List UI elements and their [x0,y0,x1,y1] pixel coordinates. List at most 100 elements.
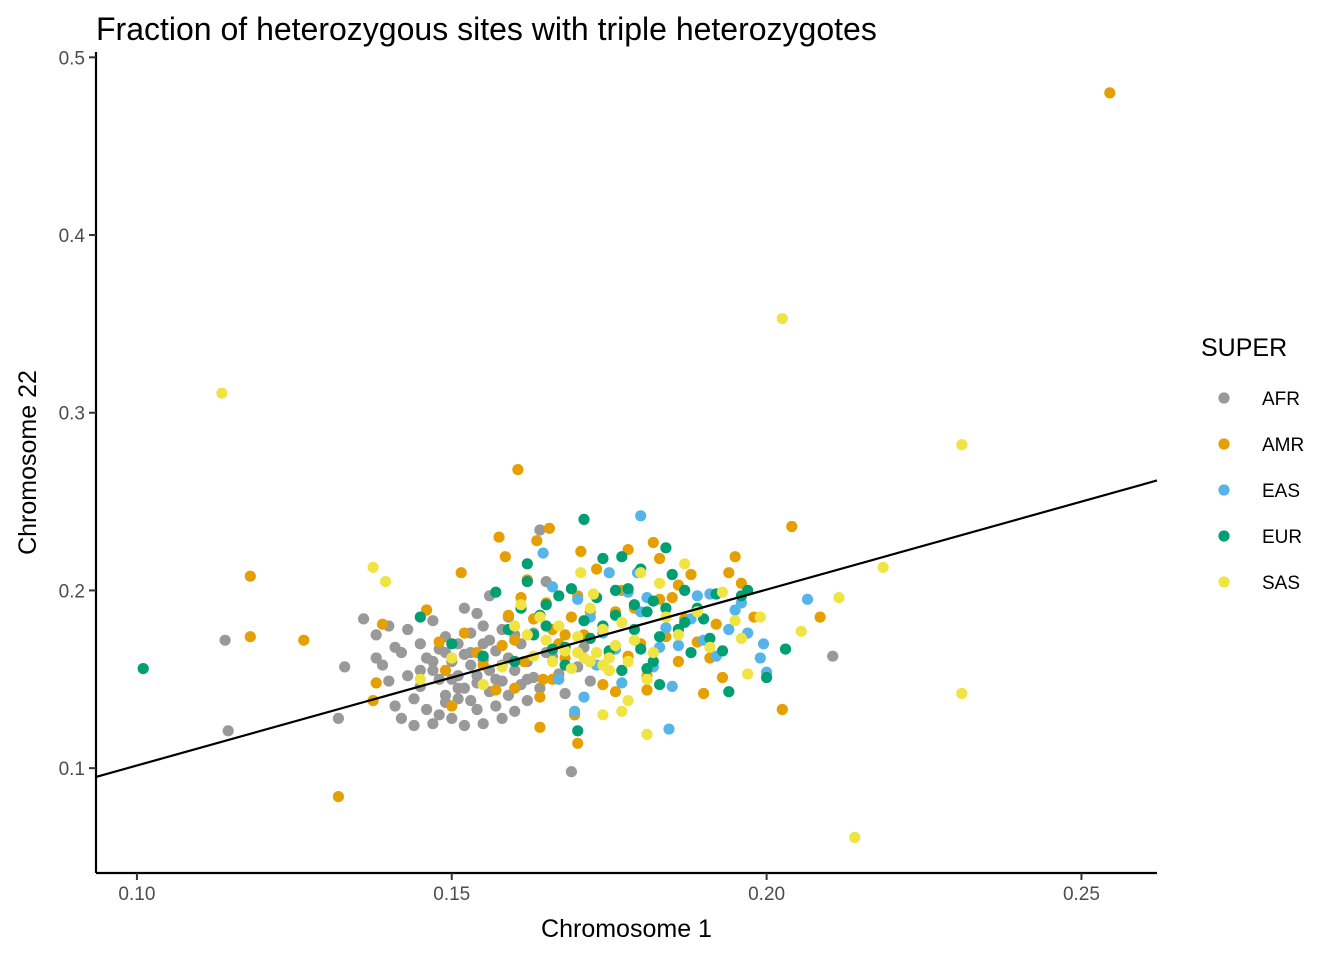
data-point [546,655,559,668]
data-point [559,687,571,700]
data-point [446,712,458,725]
data-point [641,673,653,685]
data-point [427,655,439,668]
data-point [698,687,710,700]
data-point [439,664,452,677]
data-point [521,673,533,685]
data-point [543,522,556,534]
data-point [597,709,609,721]
data-point [572,631,584,643]
data-point [597,552,609,565]
data-point [584,655,596,668]
data-point [654,577,666,589]
x-tick-label: 0.10 [118,884,155,905]
data-point [376,618,389,630]
data-point [496,639,508,652]
data-point [628,599,641,611]
data-point [956,687,968,700]
data-point [616,677,628,689]
data-point [666,568,678,581]
data-point [458,719,470,732]
data-point [367,561,379,573]
data-point [616,551,628,563]
data-point [427,615,439,627]
legend-title: SUPER [1201,334,1287,362]
x-axis-title: Chromosome 1 [541,915,712,943]
series-sas [216,313,968,844]
data-point [471,703,483,716]
data-point [691,590,703,602]
data-point [723,686,735,698]
data-point [427,718,439,730]
y-tick-label: 0.3 [59,404,85,425]
data-point [654,631,666,643]
data-point [849,831,861,844]
data-point [572,725,584,737]
data-point [483,634,496,646]
data-point [622,695,634,707]
data-point [509,634,521,646]
data-point [575,545,587,558]
data-point [433,636,445,648]
data-point [553,673,565,685]
y-tick-label: 0.5 [59,48,85,69]
data-point [660,622,672,634]
data-point [575,567,587,579]
data-point [616,705,628,717]
data-point [609,584,622,597]
data-point [776,313,788,325]
data-point [723,567,735,579]
data-point [666,592,678,604]
data-point [546,581,559,593]
data-point [559,645,571,657]
legend-key-eas [1218,484,1230,496]
data-point [244,570,256,582]
data-point [716,586,729,598]
data-point [635,567,647,579]
data-point [729,551,741,563]
data-point [956,439,968,451]
data-point [663,723,675,735]
data-point [660,542,672,554]
data-point [414,664,426,677]
data-point [833,592,845,604]
data-point [641,684,653,696]
data-point [534,524,546,536]
data-point [408,719,420,732]
data-point [685,647,697,659]
data-point [572,737,584,749]
data-point [569,705,581,717]
data-point [591,563,603,575]
data-point [298,634,310,646]
data-point [458,682,470,694]
data-point [672,639,685,652]
data-point [477,718,489,730]
y-tick-label: 0.1 [59,759,85,780]
data-point [587,588,600,600]
data-point [358,613,370,625]
data-point [553,590,565,602]
data-point [137,663,149,675]
data-point [458,602,470,614]
data-point [537,673,549,685]
data-point [679,584,691,597]
data-point [465,659,477,671]
data-point [471,670,483,682]
data-point [578,513,590,526]
data-point [572,593,584,605]
data-point [534,682,546,694]
data-point [534,611,546,623]
data-point [402,670,414,682]
data-point [499,551,511,563]
data-point [490,700,502,712]
data-point [370,629,382,641]
data-point [380,576,392,588]
data-point [521,695,533,707]
legend-label-sas: SAS [1262,573,1300,594]
data-point [704,641,716,653]
series-amr [244,87,1116,803]
data-point [641,606,653,618]
data-point [216,387,228,399]
data-point [427,664,439,677]
legend-label-eas: EAS [1262,481,1300,502]
